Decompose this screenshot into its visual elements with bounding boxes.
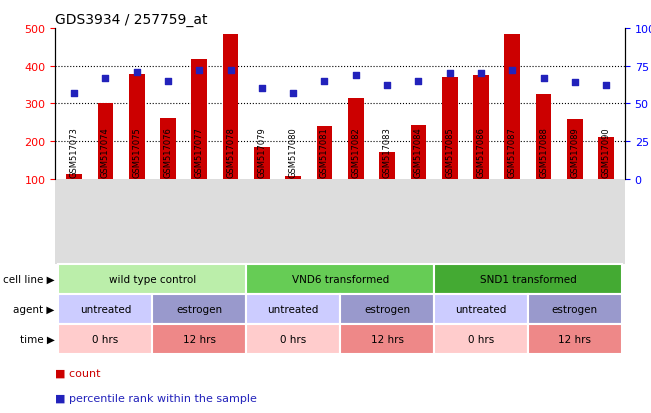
Point: [319, 78, 329, 85]
Bar: [340, 324, 434, 354]
Text: wild type control: wild type control: [109, 274, 196, 284]
Bar: [152, 324, 246, 354]
Bar: [160, 119, 176, 179]
Text: 0 hrs: 0 hrs: [468, 334, 494, 344]
Bar: [434, 324, 528, 354]
Point: [69, 90, 79, 97]
Point: [256, 86, 267, 93]
Text: 0 hrs: 0 hrs: [92, 334, 118, 344]
Bar: [411, 126, 426, 179]
Bar: [285, 177, 301, 179]
Bar: [66, 175, 82, 179]
Text: untreated: untreated: [79, 304, 131, 314]
Point: [570, 80, 580, 86]
Point: [100, 75, 111, 82]
Point: [163, 78, 173, 85]
Bar: [246, 264, 434, 294]
Bar: [528, 294, 622, 324]
Bar: [254, 147, 270, 179]
Bar: [528, 324, 622, 354]
Point: [445, 71, 455, 77]
Text: ■ percentile rank within the sample: ■ percentile rank within the sample: [55, 393, 257, 403]
Point: [538, 75, 549, 82]
Bar: [98, 104, 113, 179]
Text: ■ count: ■ count: [55, 368, 101, 378]
Bar: [59, 324, 152, 354]
Bar: [59, 294, 152, 324]
Bar: [152, 294, 246, 324]
Text: 12 hrs: 12 hrs: [183, 334, 215, 344]
Bar: [598, 138, 614, 179]
Bar: [473, 76, 489, 179]
Point: [413, 78, 424, 85]
Text: SND1 transformed: SND1 transformed: [480, 274, 576, 284]
Point: [507, 68, 518, 74]
Point: [351, 72, 361, 79]
Bar: [129, 75, 145, 179]
Point: [601, 83, 611, 89]
Point: [288, 90, 298, 97]
Bar: [348, 99, 364, 179]
Text: estrogen: estrogen: [364, 304, 410, 314]
Text: time ▶: time ▶: [20, 334, 55, 344]
Bar: [191, 60, 207, 179]
Bar: [246, 294, 340, 324]
Point: [476, 71, 486, 77]
Bar: [434, 264, 622, 294]
Bar: [380, 152, 395, 179]
Point: [132, 69, 142, 76]
Bar: [567, 120, 583, 179]
Bar: [536, 95, 551, 179]
Text: untreated: untreated: [455, 304, 506, 314]
Text: untreated: untreated: [268, 304, 319, 314]
Text: cell line ▶: cell line ▶: [3, 274, 55, 284]
Bar: [316, 127, 332, 179]
Text: 12 hrs: 12 hrs: [559, 334, 591, 344]
Bar: [434, 294, 528, 324]
Text: GDS3934 / 257759_at: GDS3934 / 257759_at: [55, 12, 208, 26]
Text: VND6 transformed: VND6 transformed: [292, 274, 389, 284]
Text: estrogen: estrogen: [176, 304, 223, 314]
Text: estrogen: estrogen: [552, 304, 598, 314]
Point: [382, 83, 393, 89]
Point: [225, 68, 236, 74]
Bar: [442, 78, 458, 179]
Bar: [505, 35, 520, 179]
Text: agent ▶: agent ▶: [14, 304, 55, 314]
Point: [194, 68, 204, 74]
Bar: [246, 324, 340, 354]
Bar: [340, 294, 434, 324]
Bar: [59, 264, 246, 294]
Text: 12 hrs: 12 hrs: [370, 334, 404, 344]
Bar: [223, 35, 238, 179]
Text: 0 hrs: 0 hrs: [280, 334, 307, 344]
